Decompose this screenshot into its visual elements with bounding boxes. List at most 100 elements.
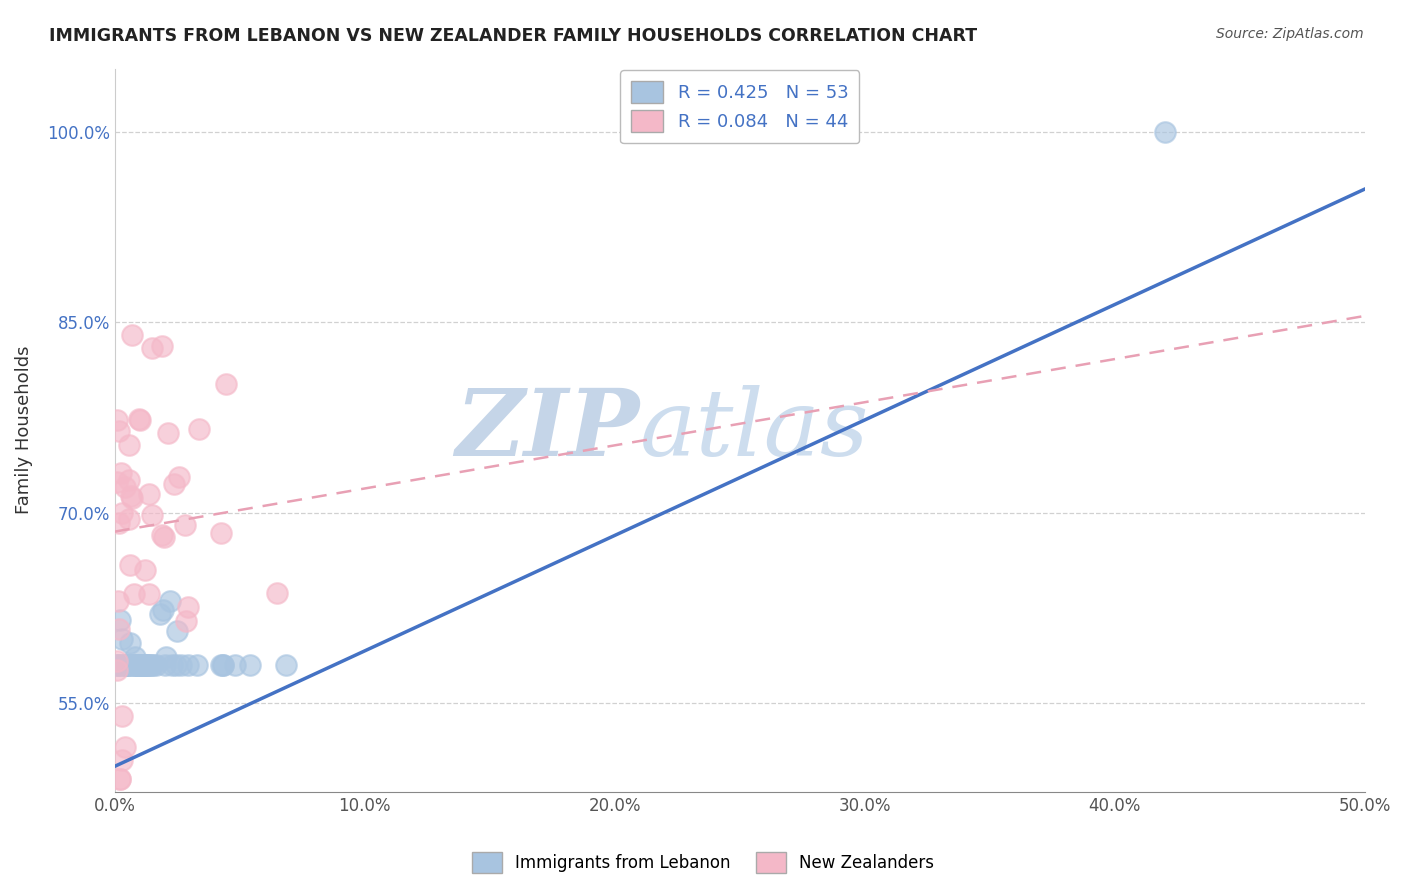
Point bbox=[276, 657, 298, 672]
Point bbox=[177, 599, 200, 614]
Point bbox=[118, 512, 141, 526]
Point bbox=[124, 657, 146, 672]
Point bbox=[155, 650, 177, 665]
Point bbox=[239, 657, 262, 672]
Point bbox=[110, 466, 132, 480]
Point bbox=[209, 657, 232, 672]
Point bbox=[211, 657, 233, 672]
Point bbox=[186, 657, 208, 672]
Point bbox=[149, 607, 172, 621]
Point bbox=[152, 603, 174, 617]
Text: ZIP: ZIP bbox=[456, 385, 640, 475]
Point bbox=[108, 424, 131, 438]
Point bbox=[165, 657, 187, 672]
Point bbox=[105, 657, 128, 672]
Text: Source: ZipAtlas.com: Source: ZipAtlas.com bbox=[1216, 27, 1364, 41]
Point bbox=[107, 657, 129, 672]
Point bbox=[138, 487, 160, 501]
Point bbox=[108, 614, 131, 628]
Point bbox=[118, 657, 141, 672]
Point bbox=[174, 518, 197, 533]
Point bbox=[135, 657, 157, 672]
Point bbox=[150, 338, 173, 352]
Point bbox=[139, 657, 162, 672]
Point bbox=[114, 657, 136, 672]
Point bbox=[153, 657, 176, 672]
Point bbox=[122, 587, 145, 601]
Point bbox=[177, 657, 200, 672]
Point bbox=[141, 341, 163, 355]
Point bbox=[134, 563, 156, 577]
Point bbox=[107, 657, 129, 672]
Point bbox=[121, 657, 143, 672]
Point bbox=[124, 657, 146, 672]
Point bbox=[108, 772, 131, 786]
Point bbox=[150, 528, 173, 542]
Point bbox=[157, 425, 180, 440]
Point bbox=[166, 624, 188, 638]
Point bbox=[132, 657, 155, 672]
Point bbox=[120, 558, 142, 572]
Point bbox=[121, 328, 143, 343]
Point bbox=[163, 476, 186, 491]
Point bbox=[131, 657, 153, 672]
Point bbox=[1153, 125, 1175, 139]
Point bbox=[110, 506, 132, 520]
Point bbox=[118, 438, 141, 452]
Point bbox=[266, 586, 288, 600]
Point bbox=[105, 654, 128, 668]
Point bbox=[138, 657, 160, 672]
Point bbox=[107, 413, 129, 427]
Text: IMMIGRANTS FROM LEBANON VS NEW ZEALANDER FAMILY HOUSEHOLDS CORRELATION CHART: IMMIGRANTS FROM LEBANON VS NEW ZEALANDER… bbox=[49, 27, 977, 45]
Point bbox=[107, 593, 129, 607]
Point bbox=[131, 657, 153, 672]
Point bbox=[132, 657, 155, 672]
Point bbox=[108, 516, 131, 531]
Point bbox=[153, 530, 176, 544]
Point bbox=[128, 412, 150, 426]
Point bbox=[112, 657, 135, 672]
Point bbox=[110, 657, 132, 672]
Point bbox=[131, 657, 153, 672]
Point bbox=[108, 622, 131, 636]
Point bbox=[115, 657, 138, 672]
Point bbox=[160, 657, 183, 672]
Point bbox=[128, 413, 150, 427]
Legend: R = 0.425   N = 53, R = 0.084   N = 44: R = 0.425 N = 53, R = 0.084 N = 44 bbox=[620, 70, 859, 144]
Point bbox=[215, 376, 238, 391]
Point bbox=[128, 657, 150, 672]
Point bbox=[141, 508, 163, 523]
Point bbox=[114, 480, 136, 494]
Point bbox=[128, 657, 150, 672]
Point bbox=[125, 657, 148, 672]
Point bbox=[145, 657, 167, 672]
Point bbox=[135, 657, 157, 672]
Point bbox=[118, 657, 141, 672]
Point bbox=[111, 753, 134, 767]
Point bbox=[138, 587, 160, 601]
Point bbox=[125, 657, 148, 672]
Point bbox=[128, 657, 150, 672]
Point bbox=[120, 489, 142, 503]
Point bbox=[159, 594, 181, 608]
Point bbox=[108, 772, 131, 786]
Point bbox=[142, 657, 165, 672]
Point bbox=[212, 657, 235, 672]
Point bbox=[114, 740, 136, 755]
Point bbox=[167, 469, 190, 483]
Point bbox=[105, 663, 128, 677]
Point bbox=[111, 632, 134, 647]
Point bbox=[118, 473, 141, 487]
Point bbox=[174, 614, 197, 628]
Text: atlas: atlas bbox=[640, 385, 869, 475]
Point bbox=[187, 422, 209, 436]
Point bbox=[224, 657, 246, 672]
Legend: Immigrants from Lebanon, New Zealanders: Immigrants from Lebanon, New Zealanders bbox=[465, 846, 941, 880]
Point bbox=[136, 657, 159, 672]
Point bbox=[114, 657, 136, 672]
Point bbox=[105, 475, 128, 490]
Point bbox=[111, 708, 134, 723]
Point bbox=[134, 657, 156, 672]
Point bbox=[124, 649, 146, 664]
Point bbox=[169, 657, 191, 672]
